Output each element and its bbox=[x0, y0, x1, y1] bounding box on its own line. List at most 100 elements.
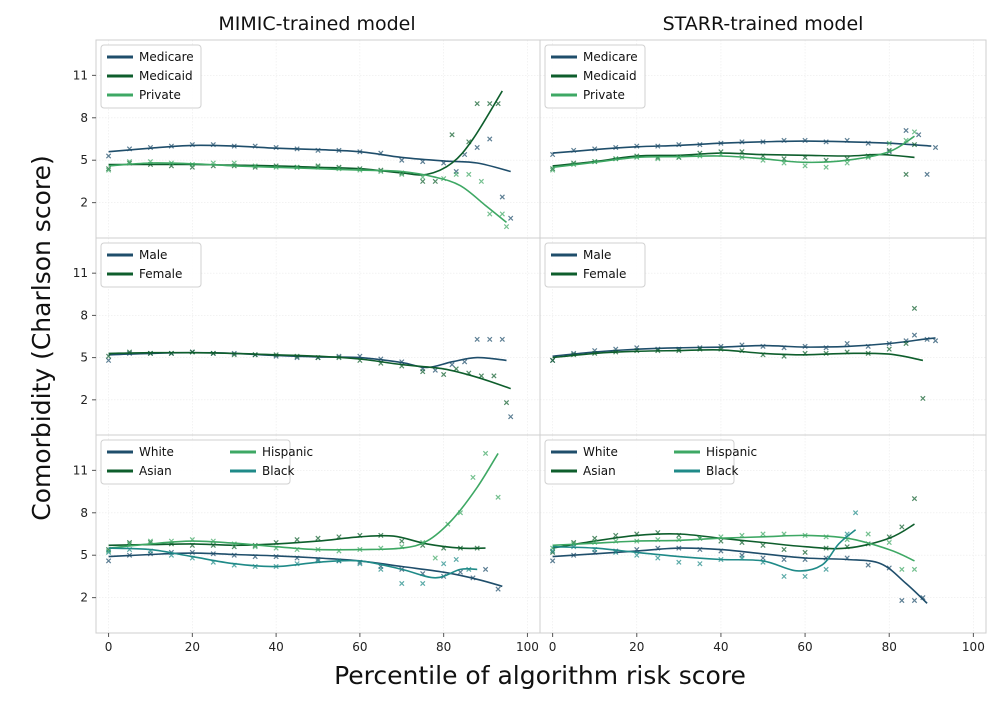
point-marker-female bbox=[491, 373, 497, 379]
legend-label-private: Private bbox=[139, 88, 181, 102]
point-marker-hispanic bbox=[432, 555, 438, 561]
point-marker-hispanic bbox=[865, 531, 871, 537]
point-marker-male bbox=[844, 340, 850, 347]
legend-label-male: Male bbox=[583, 248, 611, 262]
x-tick-label: 0 bbox=[105, 640, 113, 654]
legend-label-male: Male bbox=[139, 248, 167, 262]
point-marker-medicare bbox=[508, 215, 514, 221]
point-marker-white bbox=[781, 556, 787, 563]
y-tick-label: 8 bbox=[80, 308, 88, 322]
series-group bbox=[105, 90, 514, 230]
legend-label-asian: Asian bbox=[583, 464, 616, 478]
legend-label-white: White bbox=[583, 445, 618, 459]
point-marker-asian bbox=[549, 549, 556, 556]
line-asian bbox=[108, 534, 486, 550]
line-private bbox=[108, 162, 507, 224]
point-marker-medicare bbox=[474, 144, 480, 151]
legend: Male Female bbox=[544, 242, 646, 288]
y-tick-label: 5 bbox=[80, 351, 88, 365]
y-tick-label: 5 bbox=[80, 548, 88, 562]
points-male bbox=[105, 336, 514, 420]
point-marker-hispanic bbox=[886, 539, 892, 546]
legend-box bbox=[544, 44, 646, 109]
legend-label-female: Female bbox=[139, 267, 182, 281]
y-tick-label: 11 bbox=[73, 68, 88, 82]
legend: Medicare Medicaid Private bbox=[544, 44, 646, 109]
y-tick-label: 5 bbox=[80, 153, 88, 167]
points-medicaid bbox=[105, 101, 501, 185]
x-tick-label: 80 bbox=[436, 640, 451, 654]
point-marker-medicaid bbox=[432, 178, 438, 185]
point-marker-medicare bbox=[903, 127, 909, 134]
legend-label-hispanic: Hispanic bbox=[706, 445, 757, 459]
panel-5: 0 20 40 60 80 100 White Asian Hispanic Black bbox=[539, 434, 987, 654]
point-marker-black bbox=[823, 566, 829, 572]
point-marker-asian bbox=[911, 496, 918, 502]
point-marker-medicare bbox=[924, 171, 930, 177]
point-marker-white bbox=[899, 597, 905, 604]
point-marker-asian bbox=[592, 535, 598, 541]
point-marker-hispanic bbox=[105, 548, 112, 554]
line-hispanic bbox=[552, 534, 915, 562]
point-marker-private bbox=[399, 171, 405, 177]
line-white bbox=[108, 552, 503, 588]
point-marker-asian bbox=[899, 524, 905, 530]
point-marker-private bbox=[499, 211, 505, 217]
point-marker-private bbox=[823, 164, 829, 170]
point-marker-asian bbox=[718, 538, 724, 544]
point-marker-medicare bbox=[105, 153, 112, 159]
legend: Medicare Medicaid Private bbox=[100, 44, 202, 109]
line-black bbox=[108, 547, 478, 579]
point-marker-white bbox=[105, 558, 112, 564]
y-tick-label: 8 bbox=[80, 506, 88, 520]
legend-label-private: Private bbox=[583, 88, 625, 102]
point-marker-male bbox=[487, 336, 493, 342]
x-tick-label: 20 bbox=[629, 640, 644, 654]
point-marker-female bbox=[453, 366, 459, 372]
legend-label-medicaid: Medicaid bbox=[139, 69, 193, 83]
y-tick-label: 2 bbox=[80, 196, 88, 210]
legend-box bbox=[100, 44, 202, 109]
point-marker-hispanic bbox=[911, 566, 918, 572]
point-marker-female bbox=[903, 340, 909, 347]
line-female bbox=[552, 348, 924, 362]
legend: White Asian Hispanic Black bbox=[544, 439, 757, 485]
point-marker-black bbox=[802, 573, 808, 580]
point-marker-hispanic bbox=[482, 450, 489, 457]
point-marker-asian bbox=[781, 546, 787, 553]
point-marker-private bbox=[453, 171, 459, 177]
point-marker-private bbox=[549, 167, 556, 173]
point-marker-female bbox=[503, 400, 510, 406]
point-marker-medicaid bbox=[911, 142, 918, 148]
point-marker-female bbox=[420, 369, 426, 375]
point-marker-medicaid bbox=[420, 178, 426, 185]
point-marker-hispanic bbox=[470, 474, 476, 481]
points-private bbox=[105, 159, 510, 230]
point-marker-asian bbox=[760, 542, 766, 548]
point-marker-female bbox=[549, 357, 556, 364]
line-medicaid bbox=[552, 152, 915, 167]
line-private bbox=[552, 135, 915, 169]
point-marker-black bbox=[441, 561, 447, 567]
y-tick-label: 2 bbox=[80, 393, 88, 407]
point-marker-white bbox=[549, 558, 556, 564]
point-marker-medicaid bbox=[903, 171, 909, 177]
point-marker-asian bbox=[802, 549, 808, 556]
y-tick-label: 11 bbox=[73, 266, 88, 280]
point-marker-asian bbox=[613, 532, 619, 539]
point-marker-female bbox=[886, 346, 892, 352]
series-group bbox=[549, 305, 939, 402]
point-marker-asian bbox=[126, 539, 133, 546]
x-tick-label: 0 bbox=[549, 640, 557, 654]
legend-label-female: Female bbox=[583, 267, 626, 281]
point-marker-private bbox=[420, 174, 426, 180]
point-marker-medicare bbox=[487, 136, 493, 142]
points-female bbox=[105, 349, 510, 406]
point-marker-female bbox=[920, 395, 926, 402]
point-marker-female bbox=[441, 371, 447, 378]
y-tick-label: 2 bbox=[80, 591, 88, 605]
points-private bbox=[549, 129, 918, 173]
panels: 25811MedicareMedicaidPrivateMedicareMedi… bbox=[73, 39, 987, 654]
point-marker-male bbox=[474, 336, 480, 342]
point-marker-private bbox=[466, 171, 472, 177]
